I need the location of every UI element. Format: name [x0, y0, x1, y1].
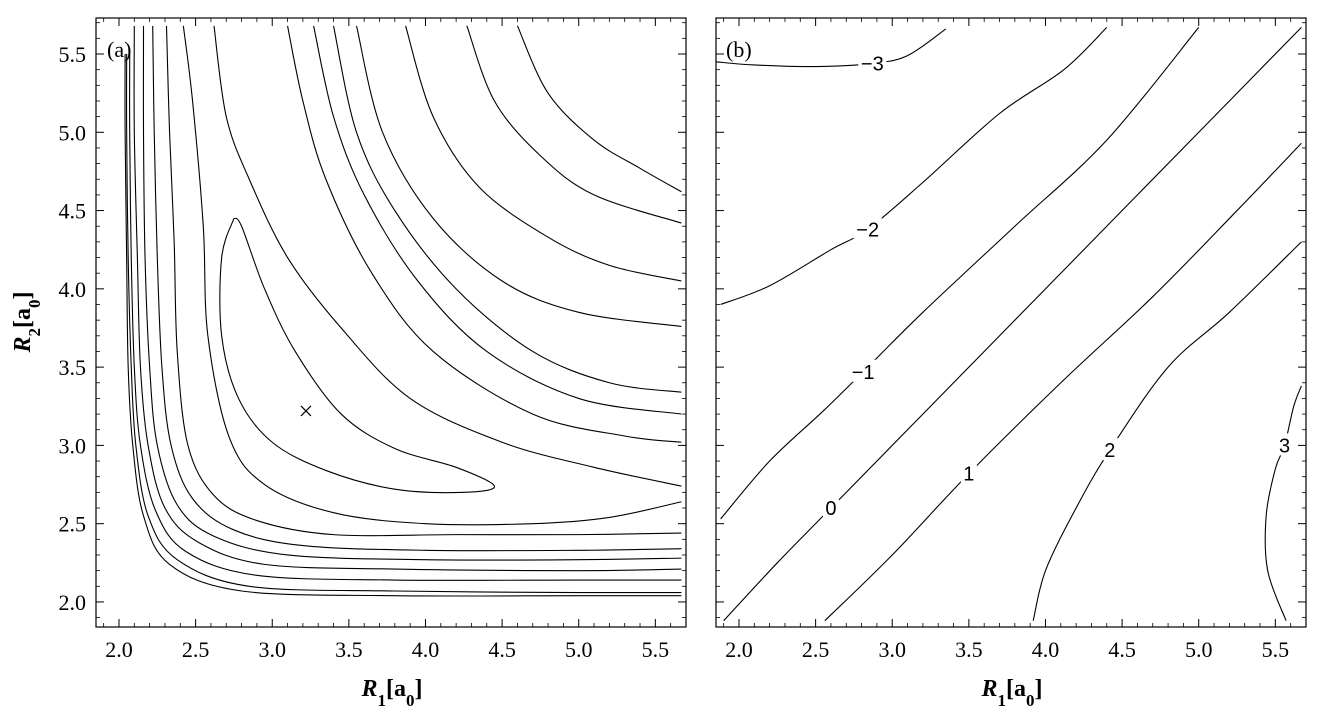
- x-tick-label: 2.5: [182, 637, 210, 662]
- x-tick-label: 5.0: [1185, 637, 1213, 662]
- x-tick-label: 5.0: [565, 637, 593, 662]
- axis-title-text: R1[a0]: [360, 676, 422, 710]
- axis-title-part: R: [980, 676, 997, 702]
- y-tick-label: 5.5: [59, 42, 87, 67]
- contour-level-label: 1: [963, 464, 974, 486]
- contour-level-label: 2: [1104, 440, 1115, 462]
- panel-a-contour-plot: 2.0 2.5 3.0 3.5 4.0 4.5 5.0 5.5 2.0 2.5 3.0 3.5 4.0 4…: [59, 17, 687, 662]
- y-tick-label: 4.5: [59, 199, 87, 224]
- x-tick-label: 2.5: [802, 637, 830, 662]
- x-tick-label: 4.0: [1032, 637, 1060, 662]
- contour-line: [313, 25, 682, 415]
- axis-title-part: 0: [25, 299, 44, 308]
- contour-level-label: −3: [861, 53, 884, 75]
- x-tick-label: 2.0: [725, 637, 753, 662]
- contour-line: [182, 25, 682, 526]
- axis-title-part: 1: [378, 691, 387, 710]
- contour-line: [219, 217, 495, 494]
- axis-title-part: [a: [386, 676, 406, 702]
- x-tick-label: 5.5: [1262, 637, 1290, 662]
- axis-title-part: 0: [406, 691, 415, 710]
- contour-line: [720, 26, 1108, 306]
- y-tick-label: 3.5: [59, 355, 87, 380]
- axis-title-text: R1[a0]: [980, 676, 1042, 710]
- panel-a-y-axis-title: R2[a0]: [10, 291, 44, 353]
- x-tick-label: 3.0: [258, 637, 286, 662]
- contour-line: [165, 25, 682, 537]
- panel-a-contour-lines: [124, 25, 682, 597]
- contour-line: [715, 28, 947, 68]
- axis-title-part: R: [360, 676, 377, 702]
- contour-line: [287, 25, 682, 443]
- contour-line: [133, 25, 682, 572]
- axis-title-part: R: [10, 336, 36, 353]
- contour-label-background: [849, 359, 878, 382]
- panel-b-contour-plot: 2.0 2.5 3.0 3.5 4.0 4.5 5.0 5.5 −3 −2 −1 0 1 2 3 (b): [715, 17, 1307, 662]
- contour-line: [129, 54, 682, 581]
- panel-b-axes: 2.0 2.5 3.0 3.5 4.0 4.5 5.0 5.5: [716, 18, 1307, 662]
- contour-line: [405, 25, 682, 282]
- x-tick-label: 3.5: [335, 637, 363, 662]
- axis-title-text: R2[a0]: [10, 291, 44, 353]
- contour-line: [332, 25, 682, 393]
- x-tick-label: 4.5: [488, 637, 516, 662]
- panel-b-contour-lines: −3 −2 −1 0 1 2 3: [715, 26, 1302, 622]
- contour-line: [1264, 385, 1302, 621]
- contour-line: [516, 25, 682, 193]
- panel-a-x-axis-title: R1[a0]: [360, 676, 422, 710]
- contour-label-background: [1101, 438, 1118, 461]
- contour-level-label: −2: [856, 219, 879, 241]
- y-tick-label: 2.5: [59, 512, 87, 537]
- y-tick-label: 5.0: [59, 120, 87, 145]
- contour-label-background: [853, 217, 882, 240]
- contour-line: [466, 25, 682, 224]
- contour-line: [1032, 241, 1302, 621]
- contour-line: [824, 142, 1302, 622]
- panel-a-plot-frame: [95, 17, 687, 628]
- axis-title-part: ]: [10, 291, 36, 299]
- axis-title-part: 0: [1026, 691, 1035, 710]
- panel-b-x-axis-title: R1[a0]: [980, 676, 1042, 710]
- panel-b-label: (b): [726, 37, 752, 62]
- panel-b-plot-frame: [715, 17, 1307, 628]
- contour-line: [142, 25, 682, 561]
- minimum-cross-stroke: [300, 405, 312, 417]
- contour-line: [355, 25, 682, 327]
- contour-label-background: [822, 496, 839, 519]
- axis-title-part: ]: [415, 676, 423, 702]
- x-tick-label: 4.5: [1108, 637, 1136, 662]
- axis-title-part: [a: [1006, 676, 1026, 702]
- contour-level-label: −1: [852, 362, 875, 384]
- x-tick-label: 3.5: [955, 637, 983, 662]
- contour-line: [720, 27, 1200, 520]
- y-tick-label: 4.0: [59, 277, 87, 302]
- contour-line: [124, 54, 682, 597]
- axis-title-part: 2: [25, 328, 44, 337]
- contour-line: [152, 25, 682, 552]
- axis-title-part: [a: [10, 308, 36, 328]
- panel-a-minimum-marker: [300, 405, 312, 417]
- y-tick-label: 2.0: [59, 590, 87, 615]
- panel-a-label: (a): [107, 37, 131, 62]
- axis-title-part: ]: [1035, 676, 1043, 702]
- contour-line: [213, 25, 682, 487]
- panel-a-axes: 2.0 2.5 3.0 3.5 4.0 4.5 5.0 5.5 2.0 2.5 3.0 3.5 4.0 4…: [59, 18, 687, 662]
- y-tick-label: 3.0: [59, 433, 87, 458]
- contour-line: [723, 27, 1302, 622]
- contour-label-background: [1276, 433, 1293, 456]
- contour-label-background: [960, 461, 977, 484]
- x-tick-label: 3.0: [878, 637, 906, 662]
- contour-line: [125, 54, 682, 594]
- contour-level-label: 3: [1279, 435, 1290, 457]
- axis-title-part: 1: [998, 691, 1007, 710]
- x-tick-label: 2.0: [105, 637, 133, 662]
- contour-label-background: [858, 51, 887, 74]
- x-tick-label: 5.5: [642, 637, 670, 662]
- x-tick-label: 4.0: [412, 637, 440, 662]
- contour-level-label: 0: [825, 498, 836, 520]
